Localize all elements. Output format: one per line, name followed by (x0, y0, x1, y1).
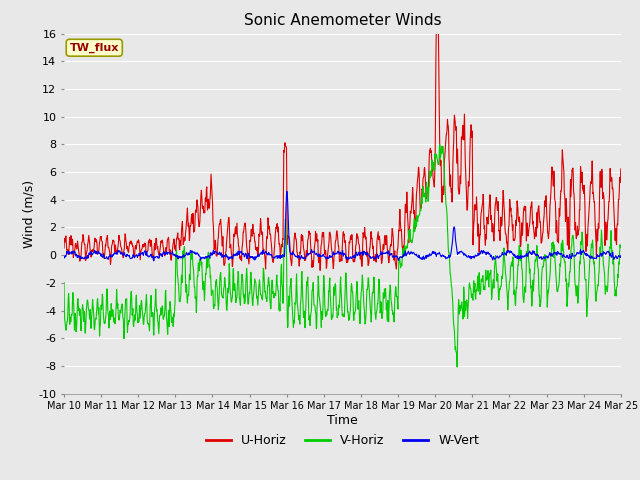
V-Horiz (184, 292, 191, 298)
V-Horiz (170, 313, 178, 319)
Line: U-Horiz: U-Horiz (64, 0, 621, 270)
V-Horiz (429, 166, 436, 172)
W-Vert (283, 189, 291, 194)
Title: Sonic Anemometer Winds: Sonic Anemometer Winds (244, 13, 441, 28)
U-Horiz (170, 237, 178, 242)
V-Horiz (552, 262, 559, 268)
U-Horiz (502, 233, 510, 239)
U-Horiz (552, 200, 559, 205)
Line: V-Horiz: V-Horiz (64, 144, 621, 367)
W-Vert (502, 252, 510, 258)
Y-axis label: Wind (m/s): Wind (m/s) (22, 180, 36, 248)
U-Horiz (184, 216, 191, 222)
V-Horiz (436, 142, 444, 147)
Text: TW_flux: TW_flux (70, 43, 119, 53)
X-axis label: Time: Time (327, 414, 358, 427)
V-Horiz (453, 364, 461, 370)
U-Horiz (60, 245, 68, 251)
U-Horiz (429, 176, 437, 182)
Line: W-Vert: W-Vert (64, 192, 621, 261)
U-Horiz (617, 166, 625, 172)
V-Horiz (502, 279, 510, 285)
V-Horiz (246, 286, 254, 292)
V-Horiz (60, 279, 68, 285)
W-Vert (246, 254, 254, 260)
W-Vert (60, 253, 68, 259)
W-Vert (171, 252, 179, 258)
V-Horiz (617, 243, 625, 249)
W-Vert (617, 252, 625, 258)
W-Vert (184, 252, 192, 257)
U-Horiz (316, 267, 324, 273)
Legend: U-Horiz, V-Horiz, W-Vert: U-Horiz, V-Horiz, W-Vert (201, 429, 484, 452)
W-Vert (150, 258, 157, 264)
U-Horiz (246, 237, 254, 243)
W-Vert (429, 251, 437, 256)
W-Vert (552, 250, 559, 256)
